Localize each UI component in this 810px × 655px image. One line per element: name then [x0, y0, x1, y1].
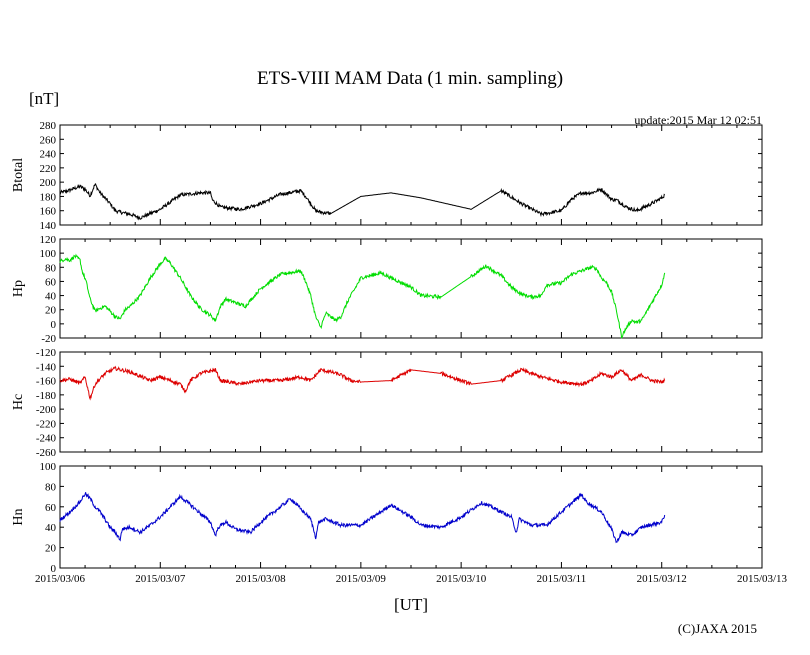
series-line-hn: [59, 492, 666, 544]
x-tick-label: 2015/03/07: [135, 573, 186, 585]
y-tick-label: 180: [40, 191, 57, 203]
y-tick-label: 60: [45, 502, 57, 514]
series-line-hc: [59, 365, 666, 401]
update-text: update:2015 Mar 12 02:51: [634, 113, 762, 127]
panel-hn: 100 80 60 40 20 0 Hn: [11, 461, 763, 575]
y-tick-label: 0: [51, 563, 57, 575]
y-tick-label: 20: [45, 543, 57, 555]
y-tick-label: 120: [40, 234, 57, 246]
y-tick-label: -220: [36, 418, 57, 430]
y-tick-label: -140: [36, 361, 57, 373]
x-tick-label: 2015/03/12: [637, 573, 687, 585]
panel-hp: 120 100 80 60 40 20 0 -20 Hp: [11, 234, 763, 345]
y-tick-label: 40: [45, 291, 57, 303]
y-tick-label: 140: [40, 220, 57, 232]
x-tick-label: 2015/03/09: [336, 573, 387, 585]
x-tick-label: 2015/03/13: [737, 573, 788, 585]
y-tick-label: -200: [36, 404, 57, 416]
y-tick-label: 280: [40, 120, 57, 132]
chart-title: ETS-VIII MAM Data (1 min. sampling): [257, 68, 563, 89]
y-tick-label: -20: [41, 333, 56, 345]
panel-frame: [59, 124, 763, 226]
panel-name: Btotal: [11, 158, 26, 192]
x-tick-label: 2015/03/08: [236, 573, 287, 585]
y-tick-label: -180: [36, 390, 57, 402]
y-tick-label: 260: [40, 134, 57, 146]
y-tick-label: 0: [51, 319, 57, 331]
x-axis-label: [UT]: [394, 595, 428, 614]
y-tick-label: 40: [45, 522, 57, 534]
x-axis-tick-labels: 2015/03/06 2015/03/07 2015/03/08 2015/03/09…: [35, 573, 788, 585]
panel-name: Hn: [11, 508, 26, 525]
series-line-btotal: [59, 183, 666, 221]
y-tick-label: -260: [36, 447, 57, 459]
y-tick-label: 80: [45, 262, 57, 274]
copyright-text: (C)JAXA 2015: [678, 621, 757, 636]
x-tick-label: 2015/03/06: [35, 573, 86, 585]
y-tick-label: 160: [40, 206, 57, 218]
y-tick-label: 240: [40, 149, 57, 161]
y-tick-label: 100: [40, 248, 57, 260]
panel-btotal: 280 260 240 220 200 180 160 140 Btotal: [11, 120, 763, 232]
y-tick-label: 200: [40, 177, 57, 189]
x-tick-label: 2015/03/10: [436, 573, 487, 585]
plot-panels: 280260240220200180160140Btotal1201008060…: [11, 120, 763, 575]
y-tick-label: 220: [40, 163, 57, 175]
y-tick-label: -120: [36, 347, 57, 359]
y-tick-label: 80: [45, 481, 57, 493]
series-line-hp: [59, 253, 666, 339]
panel-name: Hc: [11, 394, 26, 410]
y-tick-label: 100: [40, 461, 57, 473]
y-tick-label: 60: [45, 276, 57, 288]
x-tick-label: 2015/03/11: [537, 573, 587, 585]
y-tick-label: 20: [45, 305, 57, 317]
y-tick-label: -240: [36, 433, 57, 445]
panel-hc: -120 -140 -160 -180 -200 -220 -240 -260 Hc: [11, 347, 763, 459]
panel-frame: [59, 351, 763, 453]
unit-label: [nT]: [29, 89, 59, 108]
panel-name: Hp: [11, 280, 26, 297]
y-tick-label: -160: [36, 376, 57, 388]
